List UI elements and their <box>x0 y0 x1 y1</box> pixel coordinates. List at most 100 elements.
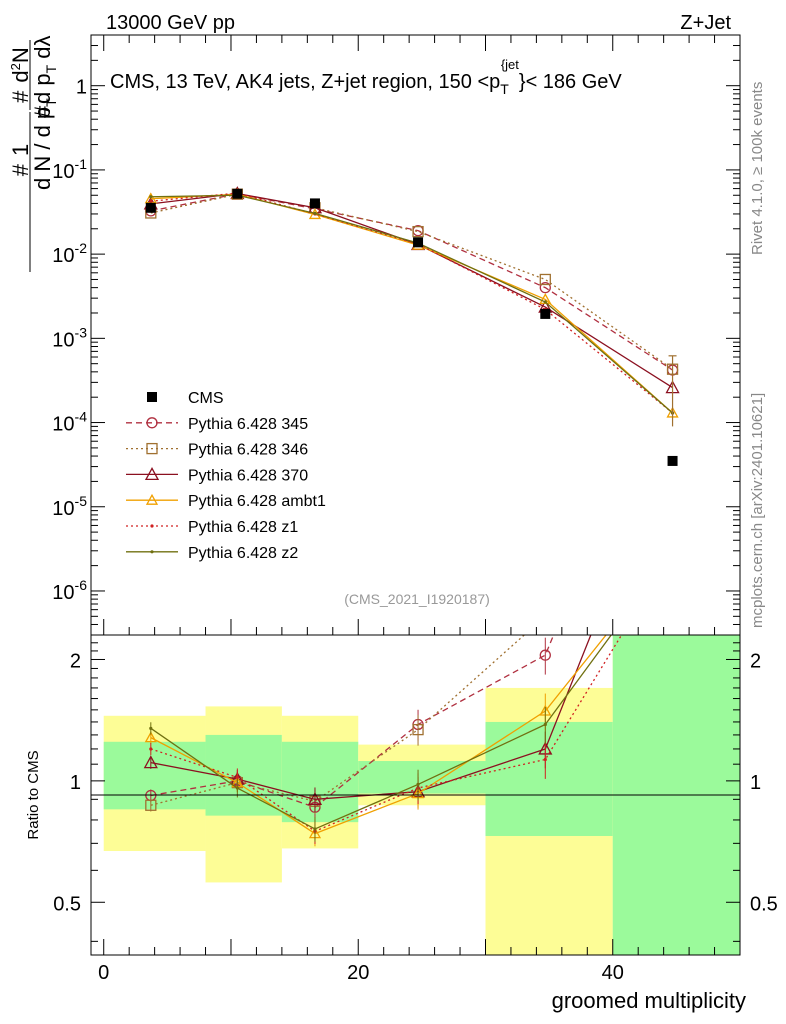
y-tick-label-6: 10-6 <box>52 577 87 604</box>
x-tick-label-1: 20 <box>347 962 369 984</box>
series-6-point-4 <box>543 300 547 304</box>
series-0-point-2 <box>309 198 320 209</box>
ratio-y-tick-label-r-2: 2 <box>750 650 761 672</box>
series-6-point-2 <box>313 211 317 215</box>
y-tick-label-5: 10-5 <box>52 493 87 520</box>
legend-label-1: Pythia 6.428 345 <box>188 416 308 433</box>
series-0-point-5 <box>667 455 678 466</box>
header-right: Z+Jet <box>680 12 731 34</box>
x-tick-label-0: 0 <box>98 962 109 984</box>
svg-text:d pT dλ: d pT dλ <box>30 35 59 104</box>
ratio-6-point-0 <box>149 726 153 730</box>
chart-title: CMS, 13 TeV, AK4 jets, Z+jet region, 150… <box>110 57 622 97</box>
svg-text:#d2N: #d2N <box>8 47 33 103</box>
svg-text:#: # <box>30 105 55 118</box>
legend-label-3: Pythia 6.428 370 <box>188 467 308 484</box>
legend-label-6: Pythia 6.428 z2 <box>188 545 298 562</box>
legend-label-4: Pythia 6.428 ambt1 <box>188 493 326 510</box>
ratio-y-tick-label-0: 0.5 <box>53 893 81 915</box>
y-tick-label-1-base: 10 <box>52 161 74 183</box>
y-tick-label-2-exp: -2 <box>75 240 88 256</box>
y-tick-label-2-base: 10 <box>52 245 74 267</box>
rivet-version: Rivet 4.1.0, ≥ 100k events <box>749 82 766 255</box>
ratio-1-point-4 <box>539 649 551 661</box>
legend-marker-1 <box>146 417 158 429</box>
chart-title-suffix: }< 186 GeV <box>519 71 623 93</box>
ratio-5-point-0 <box>149 747 153 751</box>
ratio-5-point-4 <box>543 757 547 762</box>
legend-marker-5 <box>150 524 154 528</box>
ratio-4-point-0 <box>144 731 157 743</box>
series-0-point-1 <box>232 188 243 199</box>
y-tick-label-5-exp: -5 <box>75 493 88 509</box>
series-0-point-3 <box>413 237 424 248</box>
ratio-6-point-1 <box>235 786 239 790</box>
y-tick-label-5-base: 10 <box>52 498 74 520</box>
ratio-plot-series <box>143 635 623 847</box>
x-tick-label-2: 40 <box>602 962 624 984</box>
ratio-y-tick-label-1: 1 <box>70 772 81 794</box>
band-inner-3 <box>358 761 486 794</box>
series-0-point-0 <box>145 202 156 213</box>
legend: CMS Pythia 6.428 345 Pythia 6.428 346 Pythi… <box>126 390 326 562</box>
y-tick-label-3-exp: -3 <box>75 324 88 340</box>
analysis-id: (CMS_2021_I1920187) <box>344 591 490 607</box>
y-tick-label-0: 1 <box>76 77 87 99</box>
svg-text:#1: #1 <box>8 144 33 177</box>
chart-title-sub: T <box>500 81 509 97</box>
y-tick-label-6-exp: -6 <box>75 577 88 593</box>
y-tick-label-4: 10-4 <box>52 409 87 436</box>
ratio-line-4 <box>150 635 607 835</box>
series-0-point-4 <box>540 308 551 319</box>
series-1-point-4 <box>539 281 551 294</box>
series-line-4 <box>150 193 673 414</box>
y-tick-label-3-base: 10 <box>52 329 74 351</box>
series-line-5 <box>150 192 673 414</box>
ratio-y-axis-label: Ratio to CMS <box>25 750 42 839</box>
y-axis-label: #1 d N / d pT # #d2N d pT dλ <box>8 35 59 272</box>
series-line-3 <box>150 192 673 389</box>
y-tick-label-2: 10-2 <box>52 240 87 267</box>
series-2-point-3 <box>412 225 424 238</box>
legend-marker-2 <box>146 442 158 455</box>
chart-title-sup: {jet <box>501 57 519 72</box>
mcplots-reference: mcplots.cern.ch [arXiv:2401.10621] <box>749 393 766 628</box>
ratio-3-point-0 <box>143 755 158 769</box>
ratio-series-clipped <box>143 635 623 847</box>
ratio-6-point-4 <box>543 722 547 727</box>
y-tick-label-3: 10-3 <box>52 324 87 351</box>
y-tick-label-1-exp: -1 <box>75 156 88 172</box>
ratio-3-point-2 <box>307 791 323 805</box>
legend-label-5: Pythia 6.428 z1 <box>188 519 298 536</box>
ratio-6-point-3 <box>416 782 420 787</box>
main-plot-series <box>143 186 680 466</box>
series-6-point-0 <box>149 195 153 199</box>
ratio-2-point-0 <box>145 799 157 811</box>
axes-ticks: 110-110-210-310-410-510-60.5 0.51 12 20 20 40 <box>52 35 778 984</box>
legend-marker-3 <box>144 467 160 481</box>
ratio-line-6 <box>150 635 613 830</box>
ratio-line-5 <box>150 635 623 832</box>
series-line-2 <box>150 193 673 370</box>
legend-label-2: Pythia 6.428 346 <box>188 442 308 459</box>
y-tick-label-1: 10-1 <box>52 156 87 183</box>
ratio-y-tick-label-r-0: 0.5 <box>750 893 778 915</box>
series-5-point-0 <box>149 199 153 203</box>
series-2-point-4 <box>539 273 551 286</box>
series-line-6 <box>150 194 673 414</box>
ratio-y-tick-label-2: 2 <box>70 650 81 672</box>
ratio-6-point-2 <box>313 827 317 831</box>
y-tick-label-6-base: 10 <box>52 582 74 604</box>
x-axis-label: groomed multiplicity <box>552 988 746 1013</box>
ratio-2-point-3 <box>412 723 424 736</box>
series-line-1 <box>150 193 673 371</box>
legend-marker-4 <box>145 493 159 505</box>
legend-marker-0 <box>147 392 157 402</box>
ratio-5-point-1 <box>235 775 239 780</box>
legend-marker-6 <box>150 550 154 554</box>
chart-title-prefix: CMS, 13 TeV, AK4 jets, Z+jet region, 150… <box>110 71 500 93</box>
y-tick-label-4-exp: -4 <box>75 409 88 425</box>
ratio-y-tick-label-r-1: 1 <box>750 772 761 794</box>
y-tick-label-4-base: 10 <box>52 414 74 436</box>
